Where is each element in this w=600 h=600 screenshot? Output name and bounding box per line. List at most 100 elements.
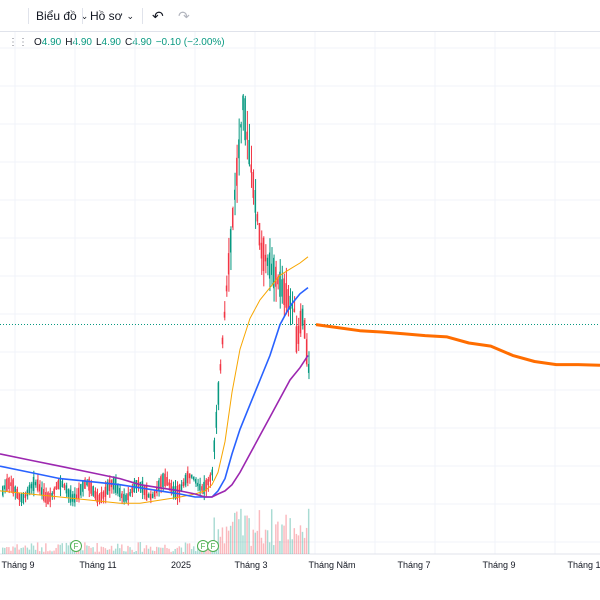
candle-body (252, 171, 254, 198)
candle-body (6, 478, 8, 491)
volume-bar (145, 545, 148, 554)
candle-body (100, 492, 103, 504)
volume-bar (291, 539, 293, 554)
volume-bar (180, 547, 183, 554)
candle-body (61, 480, 63, 488)
candle-body (305, 339, 308, 365)
volume-bar (186, 543, 189, 554)
volume-bar (238, 519, 240, 554)
volume-bar (231, 521, 234, 554)
candle-body (34, 481, 37, 486)
candle-body (287, 289, 289, 310)
candle-body (102, 491, 105, 499)
volume-bar (166, 548, 168, 554)
candle-body (291, 304, 293, 309)
candle-body (199, 483, 201, 491)
candle-body (303, 320, 306, 339)
volume-bar (176, 547, 178, 554)
volume-bar (158, 547, 160, 554)
volume-bar (22, 547, 24, 554)
candle-body (203, 481, 205, 494)
volume-bar (92, 547, 94, 554)
volume-bar (164, 544, 166, 554)
volume-bar (188, 543, 191, 554)
candle-body (295, 326, 298, 353)
candle-body (8, 477, 10, 490)
volume-bar (170, 551, 172, 554)
open-label: O (34, 37, 42, 48)
profile-menu-button[interactable]: Hồ sơ ⌄ (90, 7, 134, 25)
candle-body (53, 488, 55, 495)
volume-bar (184, 542, 187, 554)
candle-body (297, 325, 300, 344)
candle-body (182, 481, 185, 487)
candle-body (67, 489, 70, 497)
candle-body (92, 486, 94, 496)
dividend-marker (207, 540, 219, 552)
x-axis-tick-label: Tháng 11 (79, 560, 116, 570)
candle-body (188, 473, 191, 479)
candle-body (264, 254, 267, 262)
volume-bar (287, 539, 289, 554)
candle-body (125, 494, 127, 502)
volume-bar (30, 543, 33, 554)
volume-bar (264, 529, 267, 554)
candle-body (176, 485, 178, 500)
candle-body (213, 440, 215, 452)
candle-body (18, 493, 20, 500)
volume-bar (2, 547, 4, 554)
undo-icon[interactable]: ↶ (152, 7, 164, 24)
candle-body (231, 208, 234, 228)
candle-body (209, 474, 211, 482)
volume-bar (270, 509, 273, 554)
volume-bar (223, 543, 226, 554)
candle-body (166, 476, 168, 486)
candle-body (20, 494, 22, 503)
volume-bar (281, 524, 283, 554)
chart-menu-button[interactable]: Biểu đồ ⌄ (36, 7, 88, 25)
candle-body (299, 310, 302, 334)
close-value: 4.90 (132, 37, 152, 48)
volume-bar (190, 549, 193, 554)
candle-body (149, 493, 152, 500)
volume-bar (38, 551, 41, 554)
volume-bar (53, 550, 55, 554)
candle-body (55, 486, 57, 490)
volume-bar (147, 548, 150, 554)
volume-bar (240, 508, 242, 554)
x-axis-tick-label: Tháng 9 (482, 560, 515, 570)
volume-bar (205, 548, 207, 554)
candle-body (242, 95, 244, 111)
volume-bar (104, 548, 107, 554)
volume-bar (34, 549, 37, 554)
volume-bar (36, 542, 39, 554)
toolbar-divider (142, 8, 143, 24)
candle-body (151, 493, 154, 498)
candle-body (211, 469, 213, 476)
volume-bar (273, 545, 275, 554)
close-label: C (124, 37, 133, 48)
candle-body (45, 492, 47, 503)
candle-body (170, 482, 172, 492)
candle-body (279, 271, 281, 297)
candle-body (201, 486, 203, 491)
candle-body (82, 481, 84, 492)
x-axis-tick-label: 2025 (171, 560, 191, 570)
dividend-marker-label: F (211, 542, 216, 551)
volume-bar (133, 551, 135, 554)
volume-bar (236, 511, 238, 554)
candle-body (227, 253, 230, 275)
candle-body (277, 276, 279, 285)
redo-icon[interactable]: ↷ (178, 7, 190, 24)
candle-body (160, 476, 162, 489)
volume-bar (307, 508, 310, 554)
more-dots-icon[interactable]: ⋮⋮ (8, 37, 28, 48)
candle-body (285, 283, 287, 308)
volume-bar (94, 551, 96, 554)
candle-body (12, 479, 14, 494)
candle-body (248, 139, 250, 165)
toolbar-divider (82, 8, 83, 24)
volume-bar (262, 543, 265, 554)
volume-bar (14, 547, 16, 554)
